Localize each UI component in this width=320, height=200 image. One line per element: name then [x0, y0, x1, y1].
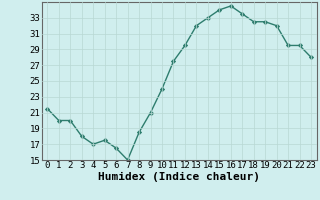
X-axis label: Humidex (Indice chaleur): Humidex (Indice chaleur) — [98, 172, 260, 182]
